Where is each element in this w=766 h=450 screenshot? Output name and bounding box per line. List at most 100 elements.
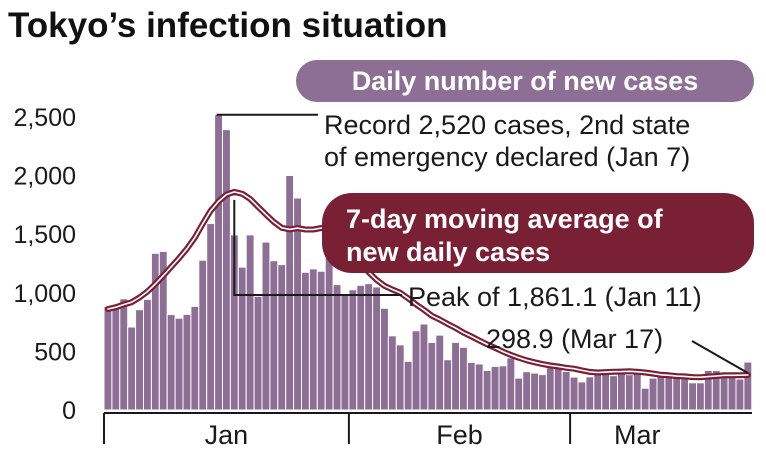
bar	[735, 378, 745, 411]
bar	[466, 361, 476, 411]
bar	[609, 375, 618, 411]
bar	[380, 307, 389, 411]
annotation-record-line-1: Record 2,520 cases, 2nd state	[324, 110, 690, 140]
bars-legend-label: Daily number of new cases	[296, 60, 754, 102]
bar	[372, 286, 382, 411]
month-label: Feb	[436, 420, 483, 450]
bar	[656, 375, 666, 411]
line-legend-label: 7-day moving average of new daily cases	[322, 193, 754, 273]
bar	[680, 374, 690, 411]
month-ticks	[103, 413, 572, 444]
bar	[538, 374, 547, 411]
bar	[443, 359, 453, 411]
bar	[514, 377, 524, 411]
annotation-latest-text: 298.9 (Mar 17)	[486, 324, 663, 354]
bar	[459, 346, 468, 411]
y-tick-label: 0	[62, 397, 76, 425]
line-legend-pill	[322, 193, 754, 273]
bar	[111, 305, 121, 411]
month-label: Mar	[614, 420, 661, 450]
bar	[727, 373, 737, 411]
bar	[506, 357, 516, 411]
bar	[222, 129, 231, 411]
bar	[545, 367, 555, 411]
bar	[364, 283, 374, 411]
bars-legend-text: Daily number of new cases	[352, 66, 699, 96]
bar	[664, 375, 674, 411]
y-tick-label: 2,500	[13, 104, 76, 132]
bars-legend-pill	[296, 60, 754, 102]
bar	[624, 374, 634, 411]
y-tick-label: 500	[34, 338, 76, 366]
bar	[269, 260, 279, 411]
bar	[395, 344, 405, 411]
bar	[143, 298, 152, 411]
bar	[451, 341, 461, 411]
bar	[301, 271, 310, 411]
bar	[237, 266, 247, 411]
bar	[198, 259, 208, 411]
annotation-latest-leader	[691, 340, 749, 374]
bar	[490, 365, 500, 411]
bar	[316, 270, 326, 411]
bar	[166, 314, 176, 411]
bar	[119, 298, 129, 411]
bar	[435, 334, 445, 411]
bar	[648, 377, 658, 411]
bar	[427, 341, 437, 411]
annotation-record-line-2: of emergency declared (Jan 7)	[324, 142, 690, 172]
bar	[182, 313, 192, 411]
bar	[553, 368, 563, 411]
bar	[530, 372, 539, 411]
bar	[498, 365, 508, 411]
bar	[474, 363, 484, 411]
bar	[577, 381, 587, 411]
bar	[261, 241, 271, 411]
bar	[719, 373, 729, 411]
month-label: Jan	[205, 420, 249, 450]
bar	[593, 372, 603, 411]
daily-cases-bars	[103, 114, 753, 411]
bar	[206, 223, 216, 411]
bar	[285, 174, 295, 411]
bar	[190, 305, 200, 411]
bar	[174, 317, 184, 411]
bar	[696, 382, 705, 411]
moving-average-line-highlight	[107, 191, 749, 378]
annotation-peak-leader	[233, 199, 402, 296]
annotation-peak-text: Peak of 1,861.1 (Jan 11)	[408, 282, 702, 312]
bar	[688, 382, 697, 411]
bar	[245, 234, 255, 411]
bar	[482, 370, 492, 411]
bar	[340, 293, 350, 411]
bar	[308, 268, 318, 411]
bar	[743, 361, 753, 411]
chart-title: Tokyo’s infection situation	[8, 6, 447, 45]
annotation-latest: 298.9 (Mar 17)	[486, 324, 749, 374]
bar	[348, 289, 358, 411]
y-axis-tick-labels: 0 500 1,000 1,500 2,000 2,500	[13, 104, 76, 425]
line-legend-text-line-2: new daily cases	[346, 237, 550, 267]
month-labels: Jan Feb Mar	[205, 420, 661, 450]
bar	[253, 295, 263, 411]
bar	[561, 370, 571, 411]
bar	[356, 284, 366, 411]
bar	[522, 371, 532, 411]
bar	[277, 264, 287, 411]
bar	[640, 387, 650, 411]
annotation-record: Record 2,520 cases, 2nd state of emergen…	[216, 110, 690, 172]
y-tick-label: 1,500	[13, 221, 76, 249]
bar	[411, 330, 421, 411]
line-legend-text-line-1: 7-day moving average of	[346, 204, 664, 234]
annotation-peak: Peak of 1,861.1 (Jan 11)	[233, 199, 702, 312]
y-tick-label: 1,000	[13, 280, 76, 308]
bar	[585, 376, 595, 411]
bar	[332, 284, 342, 411]
bar	[135, 309, 145, 411]
bar	[127, 326, 137, 411]
bar	[569, 376, 579, 411]
bar	[672, 377, 682, 411]
bar	[103, 305, 113, 411]
bar	[214, 114, 224, 411]
